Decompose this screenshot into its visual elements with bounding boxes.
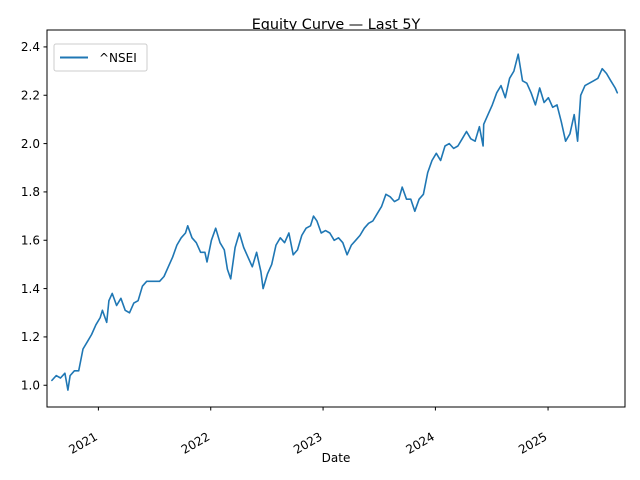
legend: ^NSEI [53,43,148,72]
y-tick-label: 1.4 [21,282,40,296]
y-tick-label: 1.0 [21,379,40,393]
y-axis: 1.0 1.2 1.4 1.6 1.8 2.0 2.2 2.4 [21,40,47,393]
plot-area [46,29,626,408]
plot-frame [46,29,626,408]
series-line-0 [51,53,619,391]
x-axis-label: Date [322,451,351,465]
y-tick-label: 1.6 [21,234,40,248]
series-layer [51,53,619,391]
chart-title: Equity Curve — Last 5Y [252,17,421,33]
y-tick-label: 1.8 [21,185,40,199]
legend-label: ^NSEI [99,51,137,65]
y-tick-label: 2.4 [21,40,40,54]
y-tick-label: 1.2 [21,330,40,344]
y-tick-label: 2.0 [21,137,40,151]
plot-background [47,30,625,407]
y-tick-label: 2.2 [21,89,40,103]
legend-box [53,43,148,72]
